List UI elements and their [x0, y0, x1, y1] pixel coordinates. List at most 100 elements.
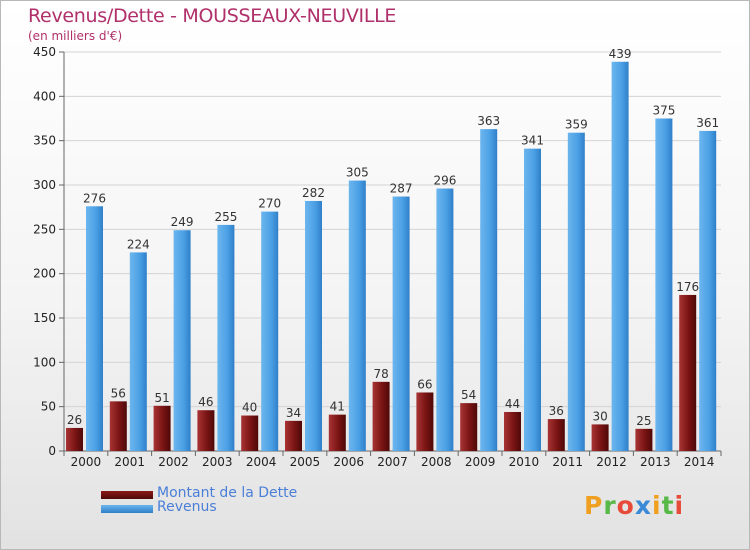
data-label-dette: 25 — [636, 414, 651, 428]
bar-dette — [504, 411, 521, 451]
bar-revenus — [480, 129, 498, 451]
x-tick-label: 2007 — [377, 455, 408, 469]
data-label-dette: 36 — [549, 404, 564, 418]
bar-dette — [241, 415, 259, 451]
data-label-dette: 176 — [676, 280, 699, 294]
x-tick-label: 2012 — [596, 455, 627, 469]
y-tick-label: 50 — [41, 400, 56, 414]
data-label-revenus: 255 — [214, 210, 237, 224]
x-tick-label: 2009 — [465, 455, 496, 469]
data-label-revenus: 282 — [302, 186, 325, 200]
legend-label-dette: Montant de la Dette — [157, 485, 298, 501]
bar-revenus — [129, 252, 147, 451]
data-label-dette: 78 — [373, 367, 388, 381]
logo-letter: i — [674, 491, 685, 520]
bar-revenus — [524, 148, 541, 451]
data-label-revenus: 359 — [565, 118, 588, 132]
data-label-dette: 26 — [67, 413, 82, 427]
chart-subtitle: (en milliers d'€) — [28, 29, 123, 43]
x-tick-label: 2004 — [246, 455, 277, 469]
bar-revenus — [261, 211, 279, 451]
x-tick-label: 2002 — [158, 455, 189, 469]
data-label-revenus: 276 — [83, 191, 106, 205]
logo-letter: x — [634, 491, 652, 520]
proxiti-logo: Proxiti — [584, 491, 684, 520]
logo-letter: t — [661, 491, 675, 520]
bar-dette — [416, 392, 434, 451]
bar-revenus — [567, 132, 585, 452]
x-tick-label: 2000 — [71, 455, 102, 469]
data-label-revenus: 375 — [652, 104, 675, 118]
x-tick-label: 2011 — [552, 455, 583, 469]
data-label-revenus: 305 — [346, 166, 369, 180]
bar-revenus — [173, 230, 191, 451]
data-label-revenus: 363 — [477, 114, 500, 128]
bar-revenus — [217, 224, 235, 451]
data-label-dette: 40 — [242, 401, 257, 415]
bar-revenus — [348, 180, 366, 452]
bar-revenus — [655, 118, 673, 451]
data-label-dette: 56 — [111, 386, 126, 400]
x-tick-label: 2005 — [290, 455, 321, 469]
data-label-revenus: 270 — [258, 197, 281, 211]
x-tick-label: 2008 — [421, 455, 452, 469]
x-tick-label: 2013 — [640, 455, 671, 469]
bar-revenus — [611, 61, 629, 452]
data-label-revenus: 287 — [390, 182, 413, 196]
data-label-dette: 66 — [417, 377, 432, 391]
x-tick-label: 2010 — [509, 455, 540, 469]
data-label-dette: 46 — [198, 395, 213, 409]
y-tick-label: 450 — [33, 45, 56, 59]
y-tick-label: 400 — [33, 89, 56, 103]
bar-dette — [197, 410, 215, 451]
data-label-revenus: 249 — [171, 215, 194, 229]
chart-title: Revenus/Dette - MOUSSEAUX-NEUVILLE — [28, 5, 397, 27]
bar-revenus — [699, 130, 717, 451]
bar-dette — [460, 403, 478, 451]
y-tick-label: 200 — [33, 267, 56, 281]
bar-revenus — [305, 200, 322, 451]
legend-swatch-dette — [101, 491, 153, 499]
bar-dette — [328, 414, 346, 451]
logo-letter: r — [603, 491, 617, 520]
data-label-dette: 44 — [505, 397, 520, 411]
bar-revenus — [86, 206, 103, 451]
data-label-revenus: 296 — [433, 174, 456, 188]
legend-swatch-revenus — [101, 505, 153, 513]
y-tick-label: 350 — [33, 134, 56, 148]
bar-dette — [285, 420, 302, 451]
bar-dette — [635, 428, 653, 451]
bar-dette — [66, 427, 83, 451]
bar-dette — [591, 424, 609, 451]
logo-letter: o — [616, 491, 635, 520]
data-label-revenus: 361 — [696, 116, 719, 130]
bar-revenus — [436, 188, 454, 451]
y-tick-label: 100 — [33, 355, 56, 369]
x-tick-label: 2001 — [114, 455, 145, 469]
logo-letter: P — [584, 491, 604, 520]
bar-dette — [109, 401, 127, 451]
bar-revenus — [392, 196, 410, 451]
bar-dette — [372, 381, 390, 451]
x-tick-label: 2006 — [333, 455, 364, 469]
x-tick-label: 2014 — [684, 455, 715, 469]
y-tick-label: 0 — [48, 444, 56, 458]
data-label-dette: 54 — [461, 388, 476, 402]
y-tick-label: 250 — [33, 222, 56, 236]
data-label-dette: 34 — [286, 406, 301, 420]
data-label-revenus: 224 — [127, 237, 150, 251]
x-tick-label: 2003 — [202, 455, 233, 469]
y-tick-label: 150 — [33, 311, 56, 325]
y-tick-label: 300 — [33, 178, 56, 192]
data-label-dette: 30 — [592, 409, 607, 423]
data-label-revenus: 439 — [609, 47, 632, 61]
legend-label-revenus: Revenus — [157, 499, 217, 515]
logo-letter: i — [652, 491, 662, 520]
bar-dette — [547, 419, 565, 451]
data-label-revenus: 341 — [521, 134, 544, 148]
data-label-dette: 51 — [154, 391, 169, 405]
bar-dette — [679, 294, 697, 451]
data-label-dette: 41 — [330, 400, 345, 414]
